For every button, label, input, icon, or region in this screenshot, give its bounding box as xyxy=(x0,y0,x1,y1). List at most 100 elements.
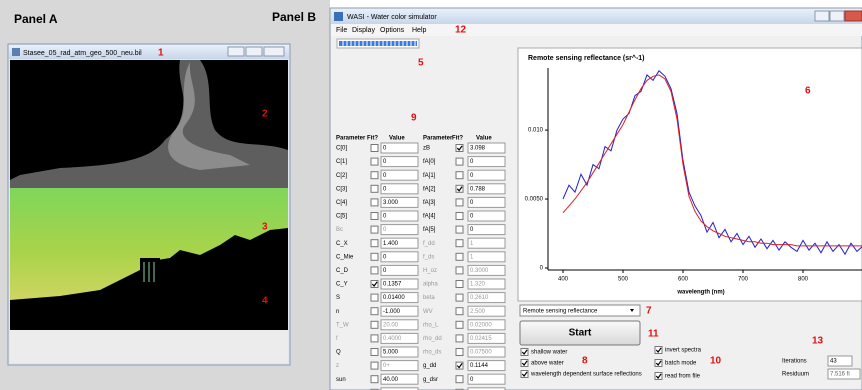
parameter-value: 1.400 xyxy=(383,241,399,247)
parameter-value: 0.2610 xyxy=(470,295,489,301)
marker: 10 xyxy=(710,356,722,367)
dropdown-text: Remote sensing reflectance xyxy=(523,309,598,315)
parameter-value: 0.07500 xyxy=(470,350,492,356)
fit-checkbox[interactable] xyxy=(371,213,378,220)
value-box[interactable] xyxy=(381,143,418,153)
option-label: shallow water xyxy=(531,350,567,356)
parameter-name: C[1] xyxy=(336,159,347,165)
marker: 9 xyxy=(411,113,417,124)
fit-checkbox[interactable] xyxy=(371,349,378,356)
value-box[interactable] xyxy=(468,252,505,262)
fit-checkbox[interactable] xyxy=(371,240,378,247)
fit-checkbox[interactable] xyxy=(371,376,378,383)
fit-checkbox[interactable] xyxy=(371,185,378,192)
fit-checkbox[interactable] xyxy=(456,376,463,383)
fit-checkbox[interactable] xyxy=(371,267,378,274)
fit-checkbox[interactable] xyxy=(371,158,378,165)
value-box[interactable] xyxy=(381,211,418,221)
window-buttons[interactable] xyxy=(228,47,284,56)
table-header: Value xyxy=(389,136,405,142)
fit-checkbox[interactable] xyxy=(371,172,378,179)
close-button[interactable] xyxy=(845,11,862,21)
fit-checkbox[interactable] xyxy=(371,294,378,301)
fit-checkbox[interactable] xyxy=(371,362,378,369)
fit-checkbox[interactable] xyxy=(456,294,463,301)
parameter-name: n xyxy=(336,309,339,315)
minimize-button[interactable] xyxy=(228,47,244,56)
fit-checkbox[interactable] xyxy=(456,335,463,342)
fit-checkbox[interactable] xyxy=(371,226,378,233)
parameter-value: 0.3000 xyxy=(470,268,489,274)
fit-checkbox[interactable] xyxy=(456,240,463,247)
parameter-name: sun xyxy=(336,377,346,383)
marker: 13 xyxy=(812,336,824,347)
maximize-button[interactable] xyxy=(246,47,262,56)
option-label: invert spectra xyxy=(665,348,702,354)
parameter-name: Q xyxy=(336,350,341,356)
fit-checkbox[interactable] xyxy=(456,226,463,233)
value-box[interactable] xyxy=(381,252,418,262)
option-label: read from file xyxy=(665,374,701,380)
parameter-value: 0.4000 xyxy=(383,336,402,342)
fit-checkbox[interactable] xyxy=(371,308,378,315)
fit-checkbox[interactable] xyxy=(456,281,463,288)
value-box[interactable] xyxy=(468,157,505,167)
parameter-name: WV xyxy=(423,309,433,315)
menu-item[interactable]: File xyxy=(336,27,347,34)
parameter-name: z xyxy=(336,363,339,369)
maximize-button[interactable] xyxy=(830,11,844,21)
value-box[interactable] xyxy=(381,170,418,180)
value-box[interactable] xyxy=(468,211,505,221)
parameter-value: 0.02000 xyxy=(470,322,492,328)
menu-item[interactable]: Help xyxy=(412,27,427,34)
fit-checkbox[interactable] xyxy=(456,213,463,220)
fit-checkbox[interactable] xyxy=(371,335,378,342)
fit-checkbox[interactable] xyxy=(456,253,463,260)
fit-checkbox[interactable] xyxy=(456,308,463,315)
value-box[interactable] xyxy=(381,265,418,275)
close-button[interactable] xyxy=(264,47,284,56)
fit-checkbox[interactable] xyxy=(371,145,378,152)
fit-checkbox[interactable] xyxy=(371,253,378,260)
fit-checkbox[interactable] xyxy=(371,321,378,328)
fit-checkbox[interactable] xyxy=(456,267,463,274)
menu-item[interactable]: Options xyxy=(380,27,405,34)
value-box[interactable] xyxy=(468,238,505,248)
value-box[interactable] xyxy=(381,225,418,235)
marker: 7 xyxy=(646,306,652,317)
value-box[interactable] xyxy=(468,225,505,235)
parameter-value: 0.02415 xyxy=(470,336,492,342)
parameter-value: 0.1144 xyxy=(470,363,489,369)
parameter-value: 0.788 xyxy=(470,186,486,192)
x-tick-label: 800 xyxy=(798,277,809,283)
window-buttons[interactable] xyxy=(815,11,862,21)
value-box[interactable] xyxy=(468,374,505,384)
menu-item[interactable]: Display xyxy=(352,27,375,34)
marker: 8 xyxy=(582,356,588,367)
minimize-button[interactable] xyxy=(815,11,829,21)
parameter-name: fA[2] xyxy=(423,186,436,192)
value-box[interactable] xyxy=(381,184,418,194)
parameter-name: rho_dd xyxy=(423,336,442,342)
parameter-name: Bc xyxy=(336,227,343,233)
fit-checkbox[interactable] xyxy=(456,199,463,206)
parameter-value: -1.000 xyxy=(383,309,401,315)
fit-checkbox[interactable] xyxy=(456,158,463,165)
parameter-name: C[5] xyxy=(336,214,347,220)
value-box[interactable] xyxy=(468,197,505,207)
value-box[interactable] xyxy=(381,157,418,167)
fit-checkbox[interactable] xyxy=(456,321,463,328)
parameter-value: 40.00 xyxy=(383,377,399,383)
parameter-name: S xyxy=(336,295,340,301)
table-header: Fit? xyxy=(367,136,378,142)
parameter-name: fA[0] xyxy=(423,159,436,165)
value-box[interactable] xyxy=(468,170,505,180)
parameter-name: C_D xyxy=(336,268,349,274)
fit-checkbox[interactable] xyxy=(456,172,463,179)
fit-checkbox[interactable] xyxy=(456,349,463,356)
menu-bar xyxy=(331,24,862,36)
marker: 5 xyxy=(418,58,424,69)
fit-checkbox[interactable] xyxy=(371,199,378,206)
parameter-name: f_ds xyxy=(423,254,434,260)
table-header: Parameter xyxy=(336,136,366,142)
